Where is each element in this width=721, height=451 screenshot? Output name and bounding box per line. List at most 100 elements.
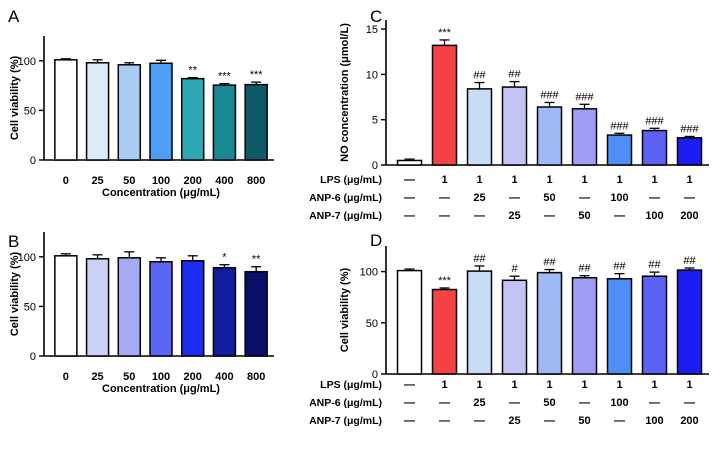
bar [244,270,268,357]
treatment-cell: — [404,415,415,427]
bar [149,62,173,161]
bar [396,159,423,166]
x-tick-label: 0 [63,371,69,383]
significance-label: ## [613,261,626,273]
bar [571,276,598,375]
x-tick-label: 0 [63,175,69,187]
treatment-cell: 1 [476,174,482,186]
panel-letter: C [370,7,382,26]
bar [117,64,142,161]
treatment-cell: 100 [645,210,663,222]
significance-label: ### [645,115,664,127]
treatment-row-label: ANP-7 (μg/mL) [309,415,382,427]
treatment-cell: — [509,192,520,204]
bar [606,134,633,166]
bar [676,269,703,375]
y-tick-label: 0 [372,160,378,172]
treatment-cell: — [404,192,415,204]
bar [431,288,458,375]
treatment-cell: 25 [508,210,520,222]
treatment-cell: — [544,415,555,427]
y-tick-label: 0 [30,351,36,363]
x-tick-label: 50 [123,371,135,383]
treatment-cell: 200 [680,210,698,222]
significance-label: ### [540,89,559,101]
bar [641,129,668,166]
significance-label: * [222,252,227,264]
treatment-cell: 1 [581,174,587,186]
treatment-cell: 1 [616,379,622,391]
bar [606,278,633,375]
y-tick-label: 50 [366,318,378,330]
bar [54,255,78,357]
bar [501,279,528,375]
y-tick-label: 5 [372,115,378,127]
treatment-cell: — [509,397,520,409]
x-tick-label: 800 [247,371,265,383]
significance-label: ## [543,257,556,269]
bar [180,77,205,161]
treatment-cell: 1 [616,174,622,186]
treatment-cell: 1 [581,379,587,391]
bar [466,88,493,166]
treatment-cell: 1 [651,174,657,186]
treatment-cell: — [614,415,625,427]
treatment-cell: 1 [476,379,482,391]
significance-label: ** [188,65,197,77]
bar [571,108,598,166]
x-tick-label: 25 [91,371,103,383]
y-tick-label: 0 [30,155,36,167]
treatment-cell: 1 [686,174,692,186]
significance-label: ## [508,69,521,81]
y-axis-title: Cell viability (%) [9,55,21,140]
treatment-row-label: LPS (μg/mL) [320,379,382,391]
y-tick-label: 50 [24,105,36,117]
treatment-cell: 1 [546,174,552,186]
treatment-cell: — [404,379,415,391]
y-axis-title: Cell viability (%) [9,251,21,336]
treatment-cell: 1 [441,379,447,391]
significance-label: ## [473,253,486,265]
panel-letter: B [8,232,19,251]
significance-label: *** [438,275,452,287]
y-tick-label: 100 [360,267,378,279]
treatment-row-label: ANP-7 (μg/mL) [309,210,382,222]
y-tick-label: 0 [372,369,378,381]
significance-label: *** [218,71,232,83]
bar [501,86,528,166]
treatment-cell: 1 [511,174,517,186]
bar [466,270,493,375]
y-tick-label: 100 [18,252,36,264]
bar [212,84,237,161]
significance-label: ## [683,255,696,267]
x-tick-label: 50 [123,175,135,187]
y-tick-label: 50 [24,301,36,313]
treatment-row-label: LPS (μg/mL) [320,174,382,186]
significance-label: ### [680,123,699,135]
treatment-cell: — [579,192,590,204]
x-tick-label: 200 [184,371,202,383]
bar [117,257,142,357]
treatment-cell: — [439,415,450,427]
treatment-cell: 1 [686,379,692,391]
significance-label: ## [473,70,486,82]
bar [536,106,563,166]
bar [396,269,423,375]
treatment-cell: 50 [578,210,590,222]
y-axis-title: NO concentration (μmol/L) [339,23,351,162]
treatment-cell: — [544,210,555,222]
significance-label: ## [648,259,661,271]
treatment-row-label: ANP-6 (μg/mL) [309,397,382,409]
x-tick-label: 25 [91,175,103,187]
treatment-cell: — [404,397,415,409]
significance-label: ### [610,120,629,132]
bar [244,83,268,161]
treatment-cell: 25 [508,415,520,427]
treatment-cell: 25 [473,192,485,204]
treatment-cell: 50 [578,415,590,427]
y-axis-title: Cell viability (%) [339,267,351,352]
